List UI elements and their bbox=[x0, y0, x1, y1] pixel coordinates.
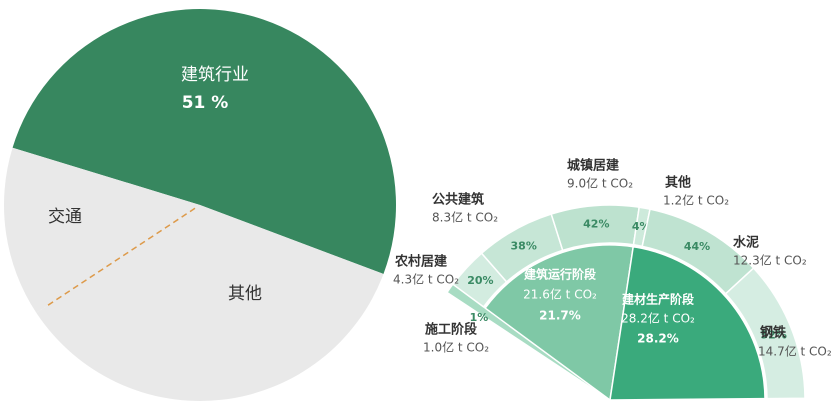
outer-amount: 4.3亿 t CO₂ bbox=[393, 272, 459, 287]
slice-label: 建筑行业 bbox=[181, 65, 249, 85]
sector-share: 28.2% bbox=[637, 332, 679, 346]
outer-share: 52% bbox=[761, 328, 787, 341]
inner-sector bbox=[484, 244, 635, 402]
outer-amount: 12.3亿 t CO₂ bbox=[733, 253, 807, 268]
outer-name: 城镇居建 bbox=[567, 158, 619, 174]
outer-amount: 9.0亿 t CO₂ bbox=[567, 176, 633, 191]
outer-name: 农村居建 bbox=[394, 254, 447, 270]
outer-amount: 14.7亿 t CO₂ bbox=[758, 344, 832, 359]
outer-share: 42% bbox=[583, 218, 609, 231]
pie-slice bbox=[3, 147, 200, 313]
slice-label: 其他 bbox=[228, 284, 262, 304]
outer-amount: 1.2亿 t CO₂ bbox=[663, 193, 729, 208]
sector-amount: 28.2亿 t CO₂ bbox=[621, 311, 695, 326]
outer-name: 钢铁 bbox=[760, 325, 786, 341]
outer-sector bbox=[724, 267, 806, 400]
pie-slice bbox=[12, 9, 396, 274]
slice-value: 51 % bbox=[182, 93, 229, 113]
sector-share: 1% bbox=[470, 311, 489, 324]
outer-amount: 8.3亿 t CO₂ bbox=[432, 210, 498, 225]
pie-slice bbox=[36, 205, 384, 402]
outer-name: 水泥 bbox=[733, 235, 759, 251]
sector-name: 施工阶段 bbox=[425, 322, 477, 338]
outer-name: 公共建筑 bbox=[432, 192, 484, 208]
sector-share: 21.7% bbox=[539, 309, 581, 323]
inner-sector bbox=[609, 245, 766, 401]
sector-name: 建筑运行阶段 bbox=[523, 267, 597, 282]
outer-share: 44% bbox=[684, 240, 710, 253]
slice-label: 交通 bbox=[48, 207, 82, 227]
sector-amount: 21.6亿 t CO₂ bbox=[523, 287, 597, 302]
outer-share: 38% bbox=[511, 240, 537, 253]
outer-name: 其他 bbox=[665, 175, 691, 191]
outer-share: 20% bbox=[467, 274, 493, 287]
sector-name: 建材生产阶段 bbox=[621, 292, 695, 307]
sector-amount: 1.0亿 t CO₂ bbox=[423, 340, 489, 355]
